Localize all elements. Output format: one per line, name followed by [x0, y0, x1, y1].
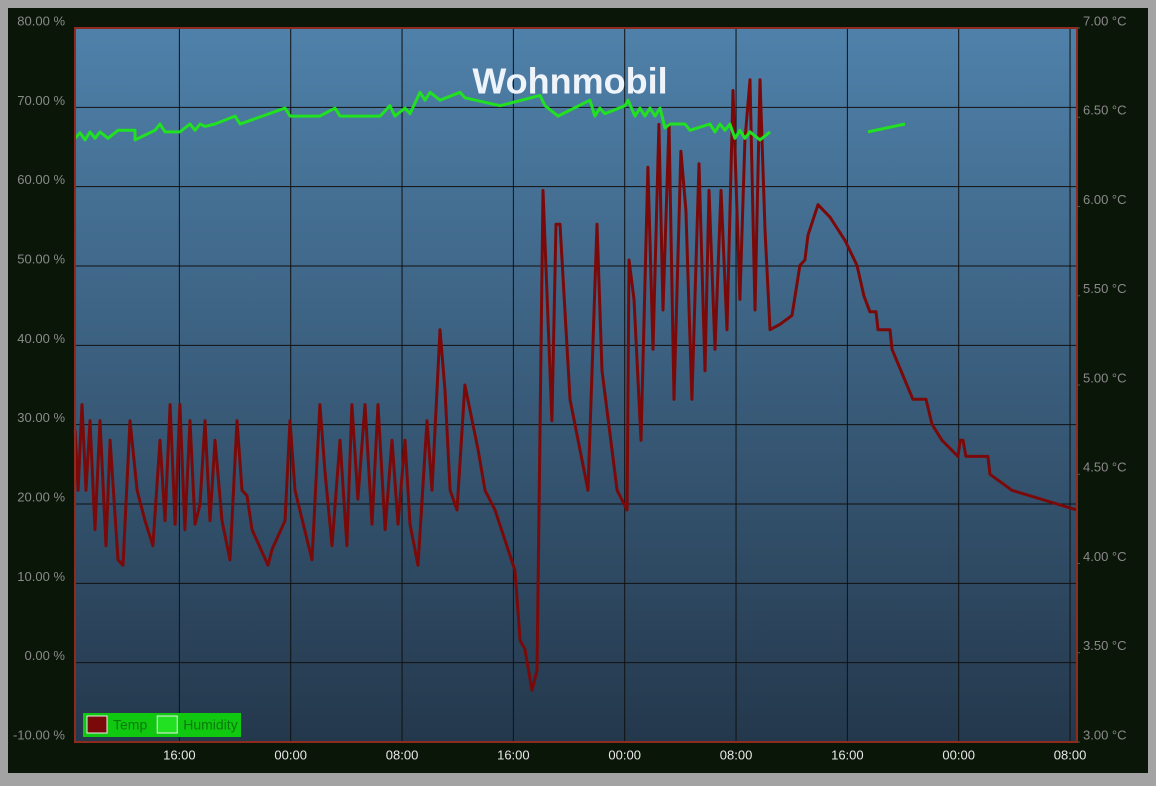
y2-tick-label: 3.00 °C	[1083, 727, 1127, 742]
legend-swatch[interactable]	[156, 715, 178, 734]
x-tick-label: 16:00	[163, 747, 196, 762]
y-tick-label: 10.00 %	[17, 569, 65, 584]
y-tick-label: 0.00 %	[25, 648, 66, 663]
x-tick-label: 16:00	[497, 747, 530, 762]
y-tick-label: 20.00 %	[17, 489, 65, 504]
y2-tick-label: 4.00 °C	[1083, 549, 1127, 564]
legend-swatch[interactable]	[86, 715, 108, 734]
legend-label[interactable]: Temp	[113, 717, 147, 733]
x-tick-label: 00:00	[608, 747, 641, 762]
x-tick-label: 08:00	[386, 747, 419, 762]
chart-title: Wohnmobil	[472, 61, 667, 102]
y2-tick-label: 7.00 °C	[1083, 13, 1127, 28]
y2-tick-label: 5.50 °C	[1083, 281, 1127, 296]
y-tick-label: 30.00 %	[17, 410, 65, 425]
x-tick-label: 08:00	[720, 747, 753, 762]
y2-tick-label: 3.50 °C	[1083, 638, 1127, 653]
y-tick-label: 60.00 %	[17, 172, 65, 187]
y2-tick-label: 5.00 °C	[1083, 370, 1127, 385]
x-tick-label: 00:00	[274, 747, 307, 762]
plot-area	[75, 28, 1077, 742]
x-tick-label: 08:00	[1054, 747, 1087, 762]
series-line	[73, 78, 1078, 692]
y-tick-label: -10.00 %	[13, 727, 65, 742]
y-tick-label: 80.00 %	[17, 13, 65, 28]
x-tick-label: 16:00	[831, 747, 864, 762]
y2-tick-label: 6.00 °C	[1083, 192, 1127, 207]
series-line	[73, 90, 906, 142]
y2-tick-label: 6.50 °C	[1083, 103, 1127, 118]
x-tick-label: 00:00	[942, 747, 975, 762]
legend-label[interactable]: Humidity	[183, 717, 237, 733]
y-tick-label: 70.00 %	[17, 93, 65, 108]
y-tick-label: 50.00 %	[17, 251, 65, 266]
y-tick-label: 40.00 %	[17, 331, 65, 346]
y2-tick-label: 4.50 °C	[1083, 460, 1127, 475]
